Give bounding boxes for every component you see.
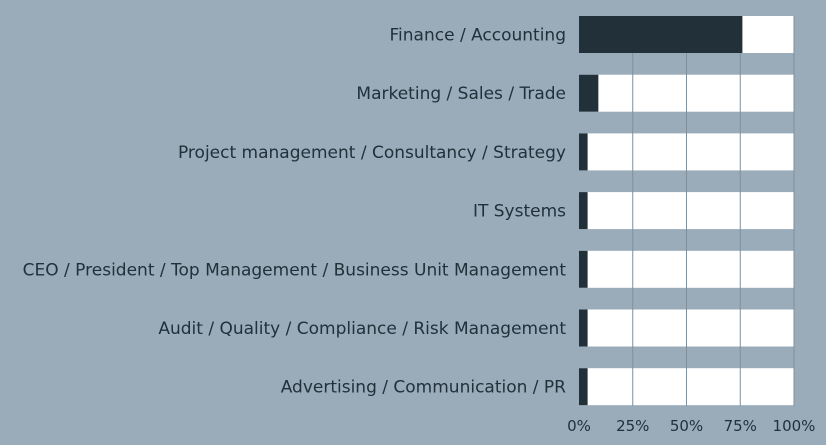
bar bbox=[579, 133, 588, 171]
category-label: CEO / President / Top Management / Busin… bbox=[23, 260, 567, 280]
x-tick-label: 50% bbox=[670, 417, 703, 435]
bar bbox=[579, 192, 588, 230]
category-label: Audit / Quality / Compliance / Risk Mana… bbox=[158, 319, 566, 339]
bar bbox=[579, 368, 588, 406]
category-label: Finance / Accounting bbox=[390, 26, 567, 46]
bar bbox=[579, 309, 588, 347]
bar bbox=[579, 16, 743, 53]
category-label: IT Systems bbox=[473, 202, 566, 222]
x-tick-label: 0% bbox=[567, 417, 591, 435]
x-tick-label: 75% bbox=[724, 417, 757, 435]
x-tick-label: 25% bbox=[616, 417, 649, 435]
category-label: Project management / Consultancy / Strat… bbox=[178, 143, 566, 163]
bar bbox=[579, 74, 599, 112]
category-label: Marketing / Sales / Trade bbox=[356, 84, 566, 104]
x-tick-label: 100% bbox=[773, 417, 816, 435]
bar bbox=[579, 250, 588, 288]
category-label: Advertising / Communication / PR bbox=[281, 378, 566, 398]
